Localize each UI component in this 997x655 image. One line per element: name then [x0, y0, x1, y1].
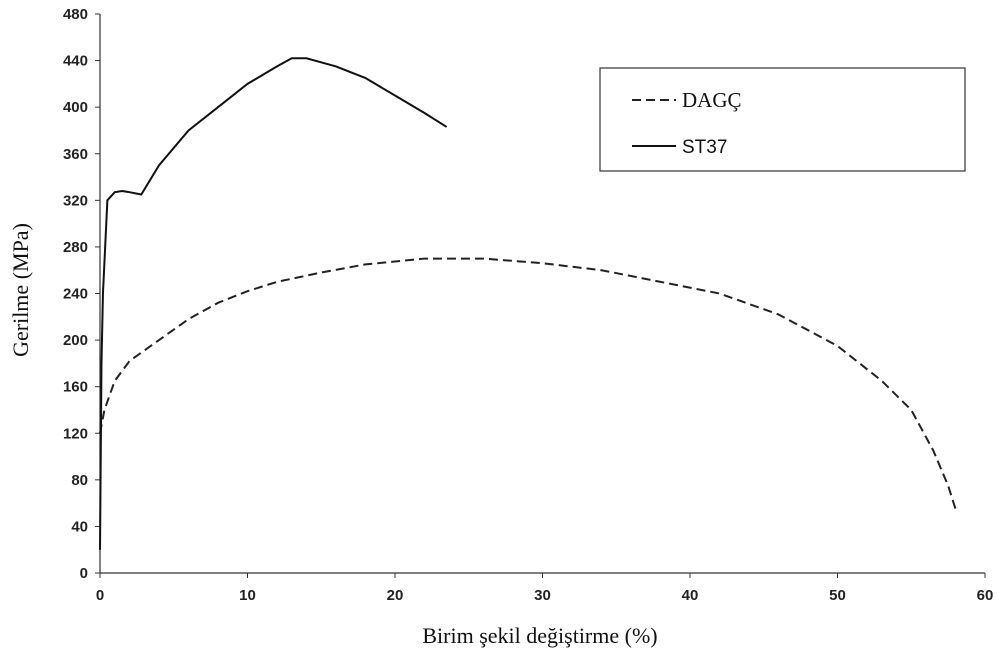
- y-tick-label: 440: [63, 53, 88, 70]
- y-tick-label: 480: [63, 6, 88, 23]
- x-tick-label: 60: [977, 587, 994, 604]
- legend-label: DAGÇ: [682, 88, 742, 112]
- y-tick-label: 400: [63, 99, 88, 116]
- y-tick-label: 360: [63, 146, 88, 163]
- y-tick-label: 320: [63, 192, 88, 209]
- x-tick-label: 10: [239, 587, 256, 604]
- legend-label: ST37: [682, 137, 727, 158]
- x-tick-label: 30: [534, 587, 551, 604]
- y-tick-label: 0: [80, 565, 88, 582]
- x-axis-label: Birim şekil değiştirme (%): [422, 623, 657, 648]
- y-tick-label: 120: [63, 425, 88, 442]
- y-tick-label: 80: [71, 472, 88, 489]
- y-tick-label: 40: [71, 518, 88, 535]
- y-tick-label: 280: [63, 239, 88, 256]
- y-tick-label: 240: [63, 286, 88, 303]
- y-tick-label: 200: [63, 332, 88, 349]
- legend-box: [599, 67, 966, 172]
- x-tick-label: 0: [96, 587, 104, 604]
- x-tick-label: 20: [387, 587, 404, 604]
- line: [99, 257, 957, 510]
- x-tick-label: 50: [829, 587, 846, 604]
- y-tick-label: 160: [63, 379, 88, 396]
- x-tick-label: 40: [682, 587, 699, 604]
- y-axis-label: Gerilme (MPa): [8, 223, 33, 357]
- line: [99, 57, 448, 550]
